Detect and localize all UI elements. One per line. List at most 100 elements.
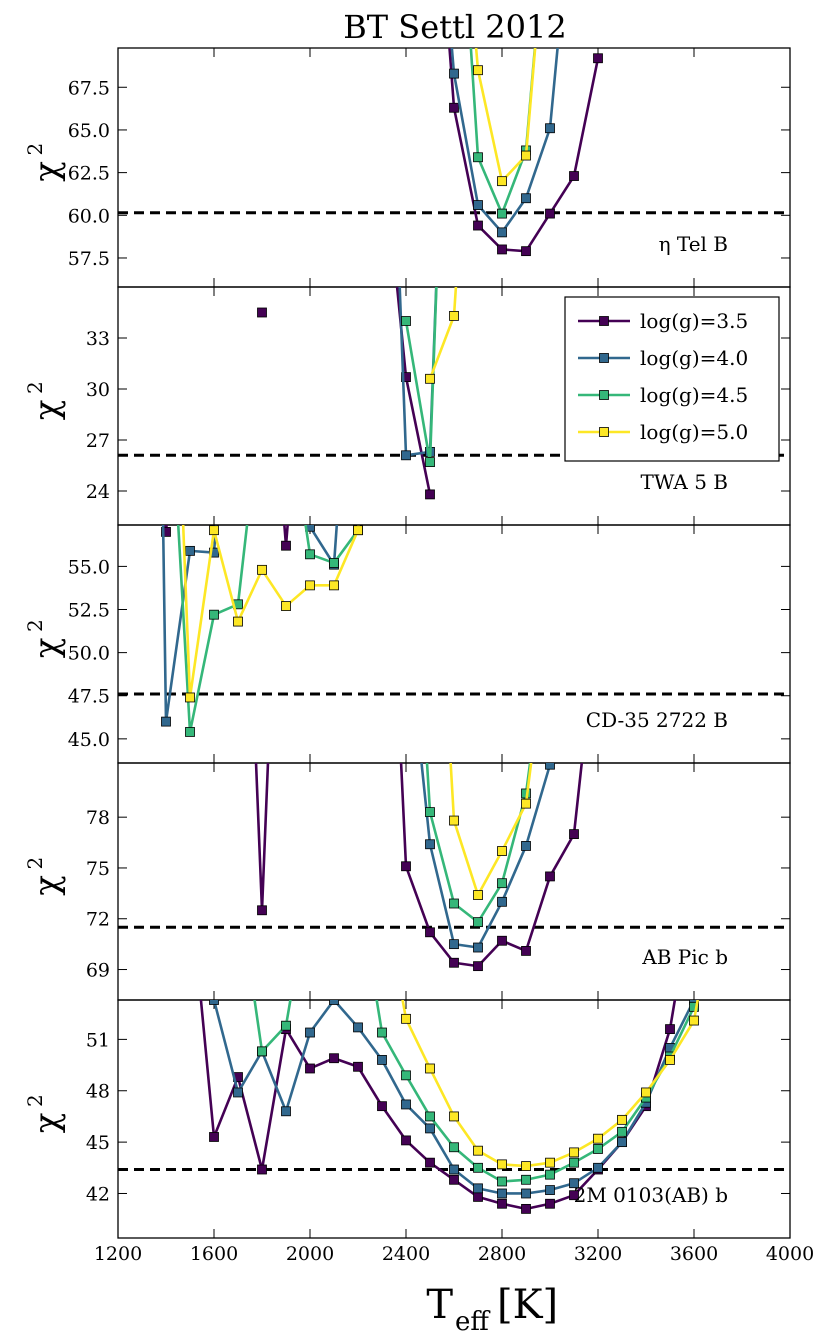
data-point <box>353 1022 363 1033</box>
data-point <box>305 1063 315 1074</box>
data-point <box>449 1164 459 1175</box>
x-axis-label-sub: eff <box>455 1307 491 1337</box>
data-point <box>425 1063 435 1074</box>
data-point <box>497 176 507 187</box>
y-tick-label: 30 <box>86 379 110 401</box>
data-point <box>305 580 315 591</box>
data-point <box>353 1061 363 1072</box>
y-axis-label-sup: 2 <box>23 143 47 156</box>
data-point <box>497 846 507 856</box>
data-point <box>521 1188 531 1199</box>
data-point <box>497 1198 507 1209</box>
y-axis-label: χ2 <box>23 381 67 420</box>
data-point <box>449 1174 459 1185</box>
panel-label: AB Pic b <box>641 945 728 969</box>
data-point <box>257 1164 267 1175</box>
series-group <box>199 1000 699 1214</box>
series-group <box>448 48 603 257</box>
x-tick-label: 3600 <box>670 1243 718 1265</box>
data-point <box>161 526 171 537</box>
data-point <box>665 1055 675 1065</box>
y-tick-label: 75 <box>86 858 110 880</box>
x-tick-label: 1200 <box>94 1243 142 1265</box>
data-point <box>401 861 411 872</box>
data-point <box>305 549 315 560</box>
legend-marker <box>599 390 609 400</box>
data-point <box>209 1000 219 1005</box>
data-point <box>257 564 267 575</box>
y-tick-label: 72 <box>86 909 110 931</box>
x-tick-label: 3200 <box>574 1243 622 1265</box>
y-tick-label: 67.5 <box>68 77 110 99</box>
data-point <box>497 244 507 255</box>
data-point <box>209 609 219 620</box>
panel-label: 2M 0103(AB) b <box>574 1183 728 1207</box>
legend-marker <box>599 316 609 326</box>
y-tick-label: 69 <box>86 960 110 982</box>
data-point <box>209 525 219 536</box>
data-point <box>233 616 243 627</box>
data-point <box>545 1198 555 1209</box>
data-point <box>401 450 411 461</box>
data-point <box>209 1132 219 1142</box>
data-point <box>473 65 483 76</box>
data-point <box>473 917 483 928</box>
data-point <box>281 601 291 611</box>
data-point <box>497 1176 507 1187</box>
series-group <box>161 525 363 737</box>
data-point <box>449 102 459 113</box>
series-line-logg3.5 <box>164 525 168 534</box>
data-point <box>497 208 507 219</box>
legend-entry: log(g)=5.0 <box>640 420 748 444</box>
y-axis-label: χ2 <box>23 857 67 896</box>
panel-frame <box>117 999 791 1239</box>
data-point <box>233 1087 243 1098</box>
data-point <box>521 1161 531 1171</box>
data-point <box>521 798 531 809</box>
data-point <box>329 580 339 591</box>
data-point <box>641 1087 651 1098</box>
x-tick-label: 2800 <box>478 1243 526 1265</box>
y-tick-label: 62.5 <box>68 163 110 185</box>
y-tick-label: 65.0 <box>68 120 110 142</box>
data-point <box>593 1162 603 1173</box>
data-point <box>545 1185 555 1195</box>
data-point <box>689 1015 699 1026</box>
data-point <box>545 763 555 770</box>
data-point <box>617 1137 627 1148</box>
data-point <box>521 1203 531 1214</box>
data-point <box>569 171 579 181</box>
data-point <box>473 890 483 900</box>
data-point <box>473 1192 483 1202</box>
series-line-logg4.5 <box>404 287 438 464</box>
data-point <box>545 208 555 219</box>
x-tick-label: 1600 <box>190 1243 238 1265</box>
data-point <box>185 727 195 737</box>
x-axis-label-main: T <box>426 1282 453 1328</box>
series-line-logg5.0 <box>449 763 533 897</box>
panel-label: TWA 5 B <box>641 470 728 494</box>
data-point <box>473 1162 483 1173</box>
y-tick-label: 45 <box>86 1132 110 1154</box>
data-point <box>473 152 483 163</box>
data-point <box>449 1111 459 1122</box>
data-point <box>185 545 195 556</box>
data-point <box>545 871 555 882</box>
series-line-logg3.5 <box>254 763 270 912</box>
data-point <box>329 1000 339 1005</box>
data-point <box>521 246 531 257</box>
x-tick-label: 4000 <box>766 1243 814 1265</box>
data-point <box>305 1027 315 1038</box>
y-tick-label: 55.0 <box>68 556 110 578</box>
series-line-logg5.0 <box>181 525 360 699</box>
data-point <box>497 935 507 946</box>
y-axis-label-sup: 2 <box>23 1094 47 1107</box>
x-axis-label-unit: [K] <box>497 1282 558 1328</box>
y-tick-label: 42 <box>86 1183 110 1205</box>
data-point <box>449 1142 459 1153</box>
data-point <box>473 200 483 210</box>
legend-entry: log(g)=4.0 <box>640 346 748 370</box>
